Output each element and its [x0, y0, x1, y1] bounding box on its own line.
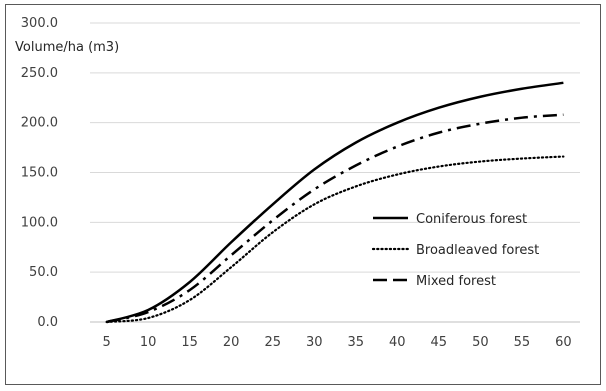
y-tick-label: 50.0: [29, 265, 58, 280]
x-tick-label: 55: [514, 335, 531, 350]
x-tick-label: 15: [181, 335, 198, 350]
y-tick-label: 100.0: [21, 215, 58, 230]
y-axis-title: Volume/ha (m3): [15, 40, 119, 55]
y-tick-label: 0.0: [37, 315, 58, 330]
y-tick-label: 200.0: [21, 116, 58, 131]
legend-label: Coniferous forest: [416, 212, 527, 227]
series-line-solid: [106, 81, 564, 324]
series-lines: [105, 81, 565, 324]
x-tick-labels: 5 10 15 20 25 30 35 40 45 50 55 60: [102, 335, 571, 350]
series-line-dotted: [105, 155, 565, 324]
legend-label: Broadleaved forest: [416, 243, 539, 258]
x-tick-label: 35: [347, 335, 364, 350]
x-tick-label: 25: [264, 335, 281, 350]
x-tick-label: 30: [306, 335, 323, 350]
x-tick-label: 50: [472, 335, 489, 350]
legend-label: Mixed forest: [416, 274, 496, 289]
x-tick-label: 60: [555, 335, 572, 350]
y-tick-label: 150.0: [21, 166, 58, 181]
y-tick-label: 250.0: [21, 66, 58, 81]
chart-frame: [5, 4, 601, 385]
x-tick-label: 45: [431, 335, 448, 350]
x-tick-label: 20: [223, 335, 240, 350]
gridlines: [90, 22, 580, 323]
x-tick-label: 40: [389, 335, 406, 350]
legend: Coniferous forest Broadleaved forest Mixed…: [371, 212, 539, 289]
x-tick-label: 10: [140, 335, 157, 350]
y-tick-label: 300.0: [21, 16, 58, 31]
y-tick-labels: 0.0 50.0 100.0 150.0 200.0 250.0 300.0: [21, 16, 58, 330]
series-line-dashdot: [106, 113, 564, 324]
x-tick-label: 5: [102, 335, 110, 350]
